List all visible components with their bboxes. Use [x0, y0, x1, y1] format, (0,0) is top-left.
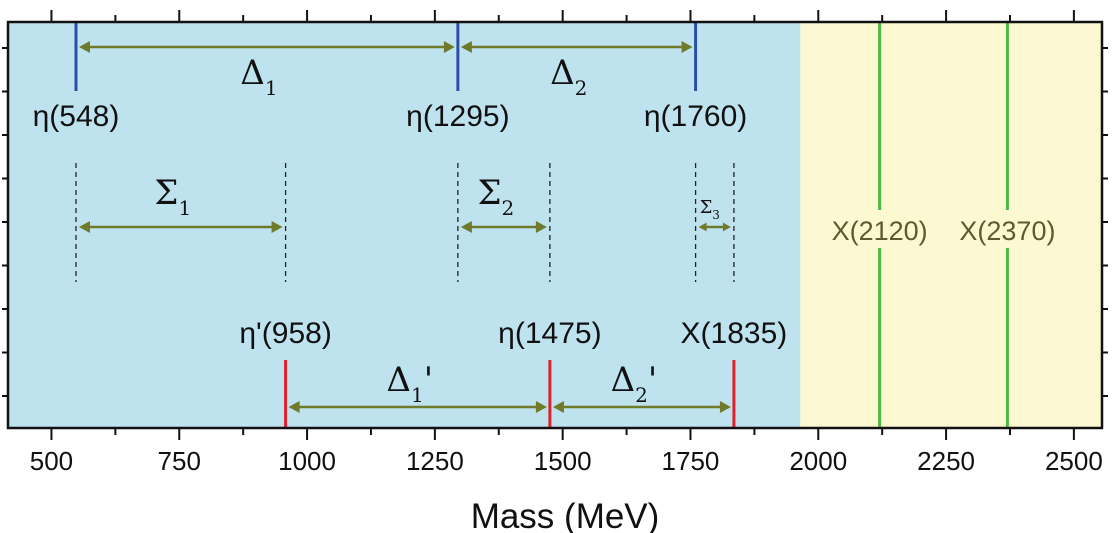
interval-arrowhead-right-3 — [535, 220, 547, 234]
interval-subscript-3: 2 — [502, 196, 515, 220]
x-tick-label: 750 — [158, 446, 201, 476]
interval-label-1: Δ2 — [550, 53, 587, 100]
interval-arrowhead-right-0 — [443, 40, 455, 54]
interval-arrowhead-right-4 — [722, 222, 731, 232]
interval-label-5: Δ1' — [386, 360, 433, 407]
interval-symbol-0: Δ — [240, 53, 265, 93]
interval-label-0: Δ1 — [240, 53, 277, 100]
interval-subscript-5: 1 — [411, 383, 424, 407]
state-label-bg-6 — [820, 210, 939, 248]
interval-prime-6: ' — [648, 360, 657, 400]
x-tick-label: 1000 — [278, 446, 336, 476]
interval-label-6: Δ2' — [611, 360, 658, 407]
region-0 — [8, 22, 801, 428]
interval-arrowhead-right-6 — [719, 400, 731, 414]
interval-label-3: Σ2 — [477, 173, 514, 220]
x-tick-label: 1750 — [662, 446, 720, 476]
interval-label-4: Σ3 — [700, 197, 720, 222]
interval-subscript-6: 2 — [635, 383, 648, 407]
state-label-5: X(1835) — [681, 317, 788, 350]
interval-arrowhead-left-5 — [288, 400, 300, 414]
x-axis-title: Mass (MeV) — [471, 497, 660, 533]
interval-arrowhead-left-2 — [78, 220, 90, 234]
interval-subscript-4: 3 — [712, 208, 720, 222]
state-label-bg-7 — [948, 210, 1067, 248]
state-label-1: η(1295) — [406, 100, 509, 133]
interval-arrowhead-right-1 — [681, 40, 693, 54]
interval-subscript-0: 1 — [265, 76, 278, 100]
interval-arrowhead-left-4 — [698, 222, 707, 232]
interval-symbol-4: Σ — [700, 197, 713, 218]
interval-arrowhead-right-2 — [271, 220, 283, 234]
plot-frame — [6, 20, 1104, 430]
interval-symbol-2: Σ — [154, 173, 178, 213]
interval-symbol-3: Σ — [477, 173, 501, 213]
state-label-6: X(2120) — [832, 216, 928, 246]
interval-label-2: Σ1 — [154, 173, 191, 220]
interval-arrowhead-left-1 — [460, 40, 472, 54]
interval-subscript-2: 1 — [178, 196, 191, 220]
x-tick-label: 1250 — [406, 446, 464, 476]
x-axis-ticks: 500 750 1000 1250 1500 1750 2000 2250 2500 — [2, 10, 1108, 476]
x-tick-label: 1500 — [534, 446, 592, 476]
interval-arrowhead-left-3 — [460, 220, 472, 234]
x-tick-label: 2250 — [917, 446, 975, 476]
state-labels: η(548) η(1295) η(1760) η'(958) η(1475) X(1835… — [33, 100, 1067, 350]
state-label-2: η(1760) — [644, 100, 747, 133]
interval-subscript-1: 2 — [575, 76, 588, 100]
x-tick-label: 500 — [30, 446, 73, 476]
interval-arrowhead-right-5 — [535, 400, 547, 414]
interval-arrowhead-left-6 — [552, 400, 564, 414]
interval-prime-5: ' — [424, 360, 433, 400]
state-label-3: η'(958) — [239, 317, 331, 350]
interval-symbol-1: Δ — [550, 53, 575, 93]
interval-symbol-6: Δ — [611, 360, 636, 400]
x-tick-label: 2500 — [1045, 446, 1103, 476]
state-label-7: X(2370) — [959, 216, 1055, 246]
plot-border — [6, 20, 1104, 430]
state-label-4: η(1475) — [498, 317, 601, 350]
interval-symbol-5: Δ — [386, 360, 411, 400]
state-label-0: η(548) — [33, 100, 120, 133]
x-tick-label: 2000 — [789, 446, 847, 476]
interval-arrowhead-left-0 — [78, 40, 90, 54]
